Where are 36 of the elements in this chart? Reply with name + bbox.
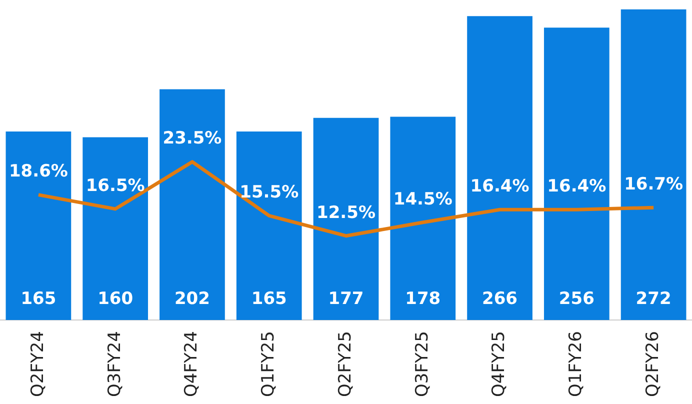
data-label: 202 [174,288,210,309]
x-tick-label: Q2FY26 [642,331,663,398]
data-label: 178 [405,288,441,309]
data-label: 23.5% [162,128,222,149]
data-label: 16.7% [624,174,684,195]
x-tick-label: Q1FY25 [258,331,279,398]
data-label: 16.5% [86,176,145,196]
bar [620,9,686,320]
x-tick-label: Q2FY25 [335,331,356,398]
bar [544,28,610,320]
data-label: 12.5% [316,202,376,223]
bar [313,118,379,320]
data-label: 256 [558,288,594,309]
data-label: 266 [482,288,518,309]
x-tick-label: Q2FY24 [28,331,48,398]
x-tick-label: Q1FY26 [566,331,586,398]
bar [390,116,456,320]
bar [236,132,302,320]
data-label: 160 [98,288,134,309]
bar [6,132,72,320]
x-tick-label: Q3FY24 [104,331,125,398]
bar [82,137,148,320]
bar [160,89,225,320]
data-label: 16.4% [470,176,530,197]
data-label: 15.5% [240,182,299,203]
data-label: 16.4% [547,176,606,197]
data-label: 165 [20,288,56,309]
x-tick-label: Q3FY25 [412,331,432,398]
data-label: 14.5% [393,189,452,210]
data-label: 177 [328,288,364,309]
data-label: 18.6% [8,162,68,182]
data-label: 165 [251,288,287,309]
x-tick-label: Q4FY25 [489,331,510,398]
bar [467,16,532,320]
x-tick-label: Q4FY24 [182,331,202,398]
data-label: 272 [636,288,672,309]
